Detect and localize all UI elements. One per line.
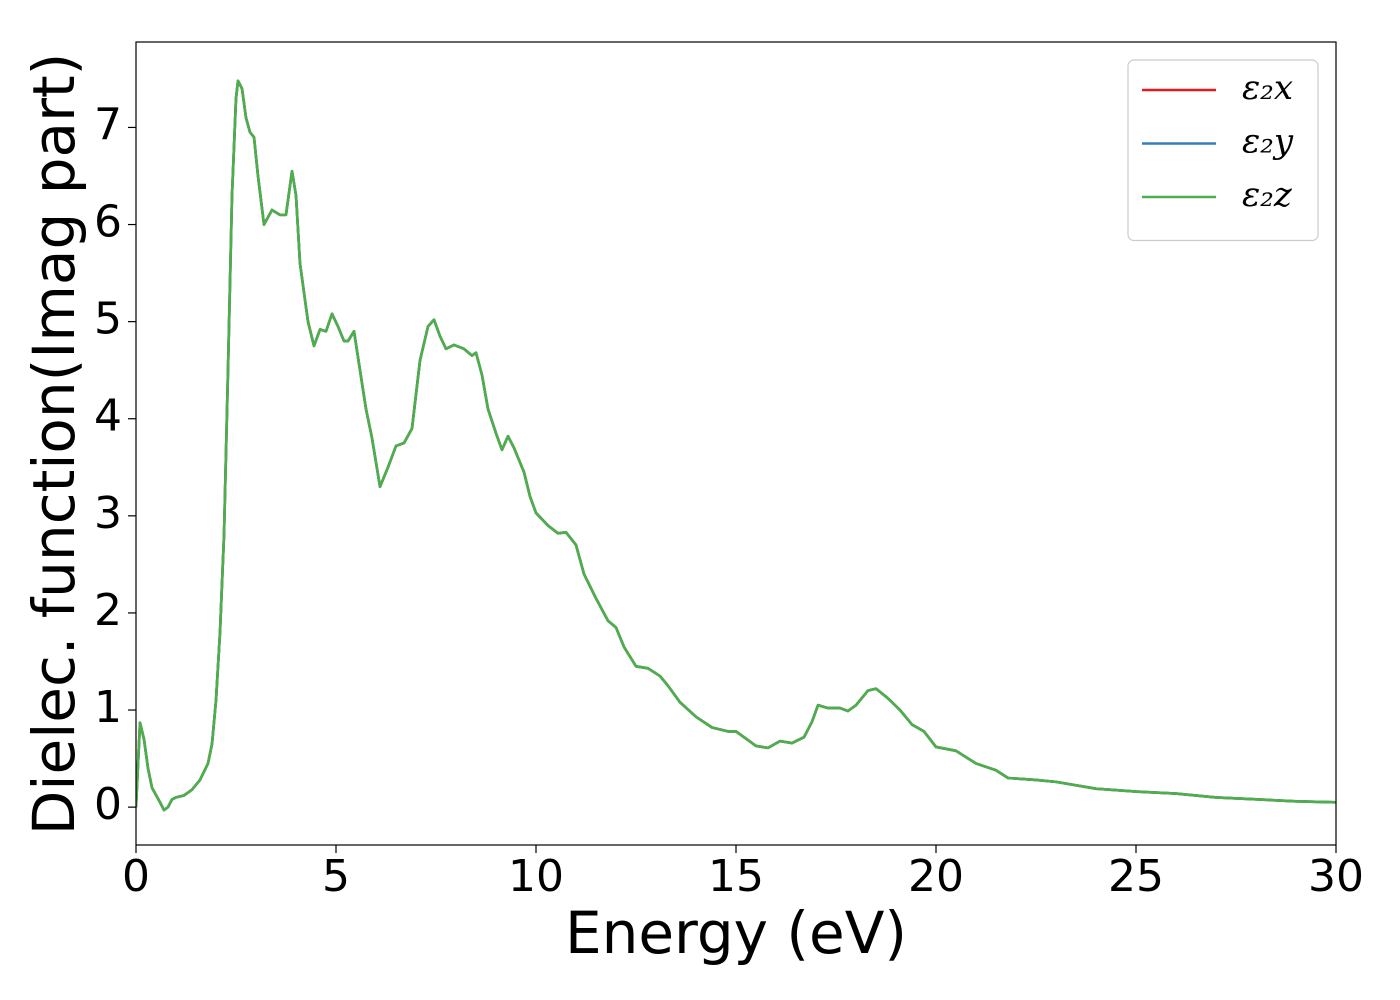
y-tick-label: 6: [94, 197, 122, 248]
x-axis-label: Energy (eV): [565, 899, 907, 967]
y-tick-label: 3: [94, 488, 122, 539]
y-tick-label: 0: [94, 779, 122, 830]
y-axis-label: Dielec. function(Imag part): [20, 53, 88, 836]
y-tick-label: 5: [94, 294, 122, 345]
x-tick-label: 20: [908, 851, 964, 902]
x-tick-label: 10: [508, 851, 564, 902]
y-tick-label: 2: [94, 585, 122, 636]
x-tick-label: 15: [708, 851, 764, 902]
x-tick-label: 30: [1308, 851, 1364, 902]
series-line: [136, 79, 1336, 812]
legend-box: [1127, 59, 1319, 242]
x-tick-label: 25: [1108, 851, 1164, 902]
y-tick-label: 7: [94, 99, 122, 150]
y-tick-label: 1: [94, 682, 122, 733]
x-tick-label: 5: [322, 851, 350, 902]
legend-label: ε₂x: [1242, 68, 1293, 108]
x-tick-label: 0: [122, 851, 150, 902]
plot-frame: [135, 41, 1337, 846]
y-tick-label: 4: [94, 391, 122, 442]
legend-label: ε₂y: [1242, 122, 1294, 162]
legend-label: ε₂z: [1242, 175, 1293, 215]
